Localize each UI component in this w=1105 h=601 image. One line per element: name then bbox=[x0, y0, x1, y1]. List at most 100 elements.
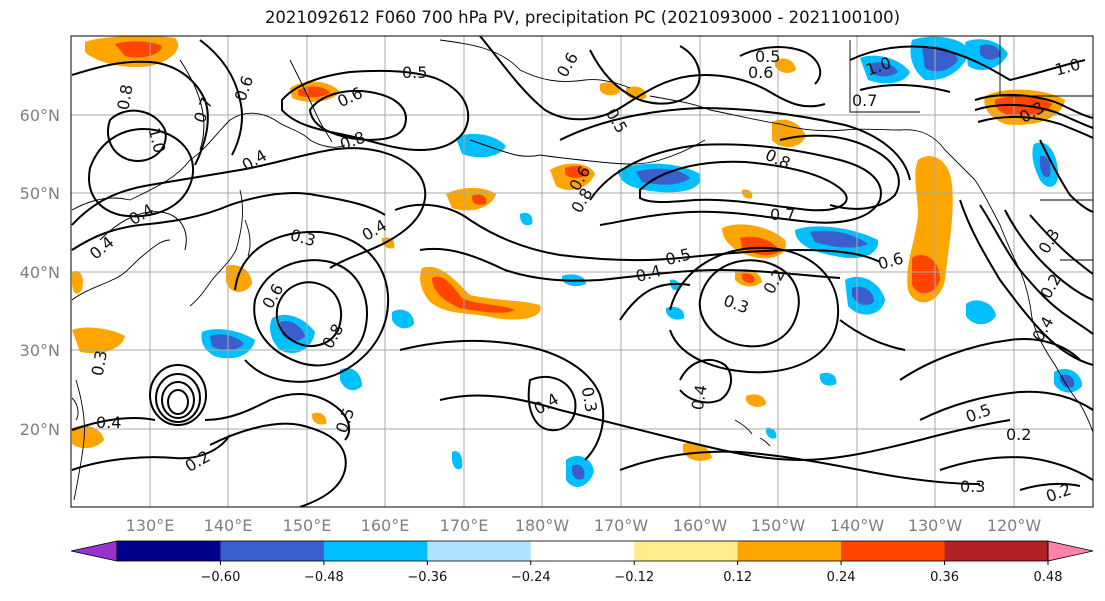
anomaly-patch bbox=[746, 394, 766, 407]
pv-contour bbox=[974, 103, 1093, 129]
lon-label: 140°W bbox=[830, 516, 885, 535]
anomaly-patch bbox=[1040, 155, 1051, 178]
contour-label: 0.6 bbox=[748, 63, 773, 82]
anomaly-patch bbox=[636, 168, 690, 185]
pv-contour bbox=[71, 60, 209, 166]
pv-contour bbox=[1004, 209, 1093, 301]
coastline-japan bbox=[244, 219, 251, 257]
pv-contour bbox=[71, 192, 386, 251]
plot-title: 2021092612 F060 700 hPa PV, precipitatio… bbox=[264, 8, 901, 27]
pv-contour bbox=[399, 339, 605, 461]
pv-contours-thin bbox=[99, 59, 541, 251]
coastline-asia bbox=[71, 239, 171, 301]
anomaly-patch bbox=[432, 276, 515, 313]
pv-contour bbox=[919, 390, 1093, 421]
lat-label: 20°N bbox=[20, 420, 60, 439]
lat-label: 30°N bbox=[20, 341, 60, 360]
coastline-japan bbox=[189, 189, 243, 307]
longitude-labels: 130°E 140°E 150°E 160°E 170°E 180°W 170°… bbox=[126, 516, 1042, 535]
coastlines bbox=[71, 36, 1093, 501]
pv-contour bbox=[559, 106, 911, 181]
anomaly-patch bbox=[572, 464, 585, 480]
colorbar-segment bbox=[323, 541, 428, 561]
pv-contour bbox=[479, 36, 826, 121]
anomaly-patch bbox=[340, 367, 362, 391]
colorbar-segment bbox=[427, 541, 532, 561]
coastline-taiwan bbox=[71, 397, 79, 421]
pv-contour bbox=[619, 282, 906, 351]
contour-label: 0.3 bbox=[960, 477, 985, 496]
colorbar-tick-label: 0.36 bbox=[930, 570, 959, 585]
pv-contour bbox=[166, 389, 190, 415]
contour-label: 0.2 bbox=[1006, 425, 1031, 444]
anomaly-patch bbox=[600, 82, 620, 96]
anomaly-patch bbox=[912, 254, 940, 294]
pv-contour bbox=[639, 160, 848, 212]
pv-contour bbox=[977, 115, 1093, 139]
colorbar-border bbox=[116, 540, 1049, 562]
contour-label: 0.4 bbox=[688, 383, 711, 411]
pv-contour bbox=[619, 450, 981, 485]
anomaly-patch bbox=[446, 188, 496, 211]
contour-label: 0.7 bbox=[770, 205, 795, 224]
anomaly-patch bbox=[742, 189, 753, 199]
anomaly-patch bbox=[922, 46, 958, 72]
pv-contour bbox=[669, 246, 840, 374]
pv-contour bbox=[739, 46, 822, 85]
contour-label: 0.4 bbox=[96, 413, 121, 432]
pv-contour bbox=[899, 338, 1081, 381]
pv-contour bbox=[589, 143, 882, 226]
coastline-philippines bbox=[73, 379, 85, 501]
anomaly-patch bbox=[210, 334, 244, 351]
colorbar-segment bbox=[841, 541, 946, 561]
pv-contour bbox=[88, 128, 195, 218]
pv-contour bbox=[939, 456, 1093, 481]
pv-contour bbox=[107, 109, 167, 162]
colorbar-segment bbox=[220, 541, 325, 561]
pv-contours bbox=[71, 36, 1093, 507]
colorbar-extend-high bbox=[1047, 540, 1094, 562]
colorbar-tick-label: −0.48 bbox=[304, 570, 344, 585]
coastline-hawaii bbox=[734, 419, 771, 447]
anomaly-patch bbox=[452, 450, 463, 470]
contour-label: 0.8 bbox=[113, 83, 136, 111]
colorbar-tick-label: −0.12 bbox=[614, 570, 654, 585]
pv-contour bbox=[974, 93, 1093, 119]
lon-label: 150°E bbox=[283, 516, 332, 535]
pv-contour bbox=[281, 69, 470, 152]
pv-contour bbox=[1029, 214, 1093, 275]
pv-contour bbox=[527, 375, 577, 432]
pv-contour bbox=[199, 39, 243, 156]
pv-contour bbox=[979, 204, 1093, 335]
lon-label: 130°W bbox=[908, 516, 963, 535]
pv-contour bbox=[179, 59, 205, 151]
contour-label: 0.7 bbox=[852, 91, 877, 110]
anomaly-patch bbox=[820, 372, 837, 386]
anomaly-patch bbox=[472, 194, 487, 205]
pv-contour bbox=[209, 422, 347, 507]
pv-contour bbox=[959, 199, 1093, 366]
lat-label: 60°N bbox=[20, 106, 60, 125]
lon-label: 170°W bbox=[594, 516, 649, 535]
anomaly-patch bbox=[420, 266, 541, 320]
pv-contour bbox=[469, 139, 541, 157]
latitude-labels: 60°N 50°N 40°N 30°N 20°N bbox=[20, 106, 60, 439]
pv-contour bbox=[859, 83, 951, 93]
anomaly-patch bbox=[312, 412, 327, 425]
anomaly-patch bbox=[456, 133, 506, 158]
colorbar-segment bbox=[634, 541, 739, 561]
lon-label: 140°E bbox=[204, 516, 253, 535]
pv-contour bbox=[394, 203, 881, 263]
anomaly-patch bbox=[980, 44, 1000, 60]
anomaly-patch bbox=[392, 309, 414, 329]
pv-contour bbox=[679, 359, 732, 404]
pv-contour bbox=[849, 45, 1086, 82]
pv-contour bbox=[71, 434, 231, 471]
contour-label: 0.5 bbox=[402, 63, 427, 82]
anomaly-patch bbox=[775, 58, 796, 73]
map-border bbox=[70, 35, 1094, 508]
pv-contour bbox=[589, 45, 701, 105]
lon-label: 120°W bbox=[987, 516, 1042, 535]
anomaly-patch bbox=[870, 62, 898, 77]
pv-contour bbox=[275, 281, 342, 347]
